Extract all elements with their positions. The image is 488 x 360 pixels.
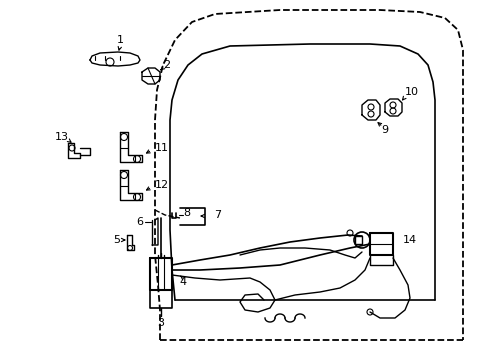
Text: 1: 1 xyxy=(116,35,123,45)
Text: 11: 11 xyxy=(155,143,169,153)
Text: 6: 6 xyxy=(136,217,142,227)
Text: 9: 9 xyxy=(381,125,388,135)
Text: 12: 12 xyxy=(155,180,169,190)
Text: 2: 2 xyxy=(163,60,170,70)
Text: 14: 14 xyxy=(402,235,416,245)
Text: 5: 5 xyxy=(113,235,120,245)
Text: 13: 13 xyxy=(55,132,69,142)
Text: 10: 10 xyxy=(404,87,418,97)
Text: 3: 3 xyxy=(157,318,164,328)
Text: 8: 8 xyxy=(183,208,190,218)
Text: 4: 4 xyxy=(179,277,186,287)
Text: 7: 7 xyxy=(214,210,221,220)
